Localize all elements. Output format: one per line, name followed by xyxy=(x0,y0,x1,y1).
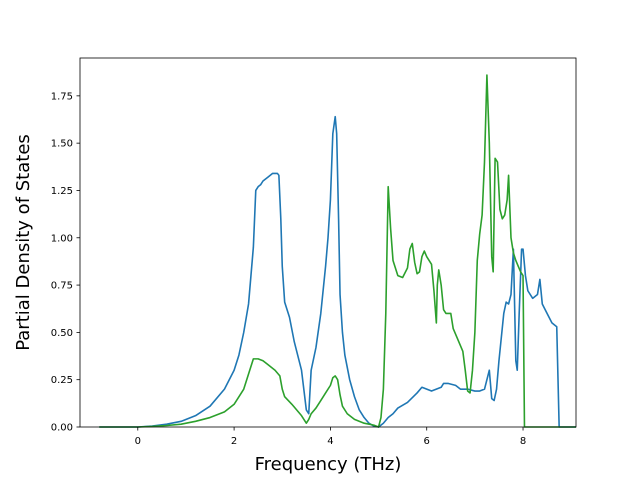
series-line-1 xyxy=(99,115,576,428)
x-axis-ticks: 0 2 4 6 8 xyxy=(135,427,526,447)
y-tick-label: 1.75 xyxy=(51,91,73,102)
y-tick-label: 0.75 xyxy=(51,281,73,292)
y-axis-ticks: 0.00 0.25 0.50 0.75 1.00 1.25 1.50 1.75 xyxy=(51,91,80,434)
y-tick-label: 0.25 xyxy=(51,375,73,386)
x-tick-label: 0 xyxy=(135,436,141,447)
plot-frame xyxy=(79,57,577,428)
y-tick-label: 1.00 xyxy=(51,233,73,244)
x-tick-label: 2 xyxy=(231,436,237,447)
series-layer xyxy=(99,74,576,428)
y-tick-label: 0.00 xyxy=(51,423,73,434)
y-tick-label: 0.50 xyxy=(51,328,73,339)
y-tick-label: 1.25 xyxy=(51,186,73,197)
x-tick-label: 8 xyxy=(520,436,526,447)
x-tick-label: 6 xyxy=(424,436,430,447)
y-tick-label: 1.50 xyxy=(51,139,73,150)
x-axis-label: Frequency (THz) xyxy=(255,454,402,475)
x-tick-label: 4 xyxy=(327,436,333,447)
y-axis-label: Partial Density of States xyxy=(13,134,34,351)
series-line-2 xyxy=(99,74,576,428)
